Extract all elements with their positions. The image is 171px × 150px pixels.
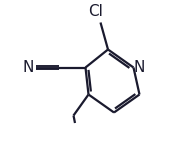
Text: N: N: [134, 60, 145, 75]
Text: Cl: Cl: [89, 4, 103, 20]
Text: N: N: [22, 60, 34, 75]
